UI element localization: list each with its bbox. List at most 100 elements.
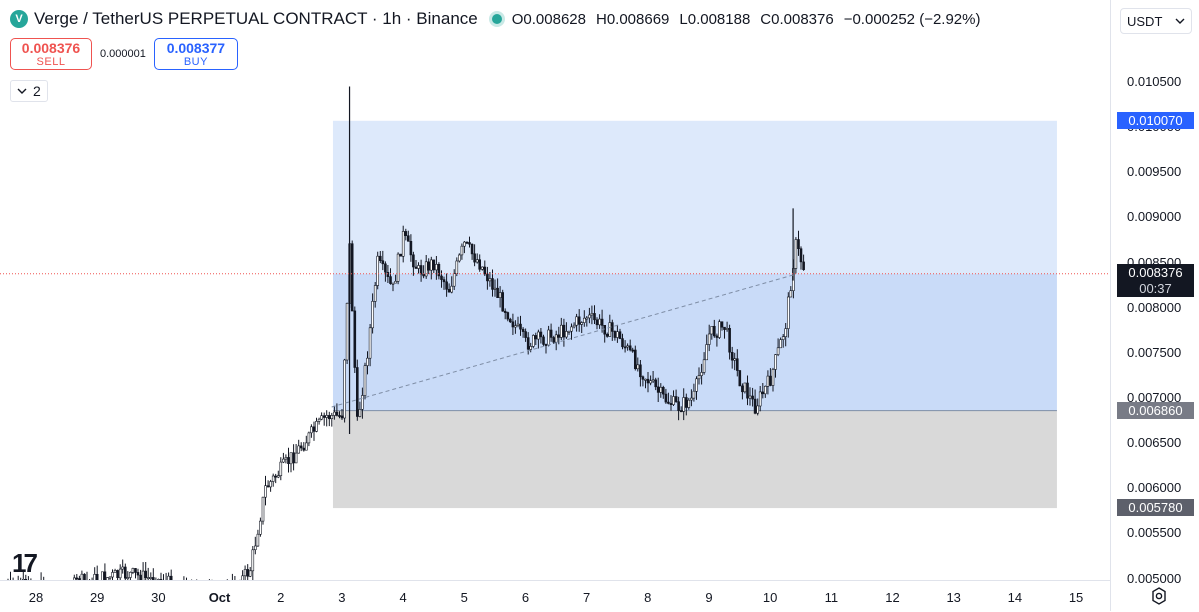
candle-body xyxy=(95,573,99,580)
time-tick-label: 13 xyxy=(946,590,961,605)
candle-body xyxy=(730,351,734,361)
candle-body xyxy=(327,415,331,420)
price-tick-label: 0.005500 xyxy=(1127,525,1182,541)
candle-body xyxy=(475,259,479,263)
candle-body xyxy=(457,254,461,262)
candle-body xyxy=(646,378,650,384)
candle-body xyxy=(146,577,150,580)
candle-body xyxy=(167,575,170,580)
candle-body xyxy=(799,248,803,263)
high-value: H0.008669 xyxy=(595,10,670,28)
candle-body xyxy=(562,324,566,338)
candle-body xyxy=(802,261,805,270)
candle-body xyxy=(542,336,545,345)
candle-body xyxy=(672,396,675,405)
candle-body xyxy=(534,335,538,340)
candle-body xyxy=(241,575,244,580)
currency-select[interactable]: USDT xyxy=(1120,8,1192,34)
candle-body xyxy=(152,577,155,580)
candle-body xyxy=(384,263,387,273)
candle-body xyxy=(169,575,173,580)
candle-body xyxy=(409,241,413,256)
candle-body xyxy=(103,571,107,580)
candle-body xyxy=(697,375,701,380)
candle-body xyxy=(695,378,698,392)
price-axis[interactable]: 0.0105000.0100000.0095000.0090000.008500… xyxy=(1110,0,1199,611)
candle-body xyxy=(297,445,301,454)
open-value: O0.008628 xyxy=(511,10,586,28)
candle-body xyxy=(631,349,635,352)
candle-body xyxy=(649,380,652,384)
sell-label: SELL xyxy=(36,56,66,68)
candle-body xyxy=(435,263,438,271)
candle-body xyxy=(763,385,767,395)
candle-body xyxy=(440,275,443,280)
candle-body xyxy=(669,403,673,405)
candle-body xyxy=(769,375,772,386)
candle-body xyxy=(552,337,556,343)
candle-body xyxy=(412,254,415,268)
symbol-title[interactable]: Verge / TetherUS PERPETUAL CONTRACT · 1h… xyxy=(34,9,478,28)
candle-body xyxy=(80,573,84,580)
time-tick-label: 29 xyxy=(89,590,105,605)
candle-body xyxy=(641,376,645,380)
candle-body xyxy=(389,276,392,284)
candle-body xyxy=(401,231,405,257)
candle-body xyxy=(480,266,484,270)
candle-body xyxy=(664,393,668,403)
candle-body xyxy=(338,415,341,417)
candle-body xyxy=(781,336,785,340)
candle-body xyxy=(450,285,454,293)
candle-body xyxy=(406,235,410,242)
candle-body xyxy=(585,317,589,320)
candle-body xyxy=(330,415,334,419)
candle-body xyxy=(473,253,476,263)
candle-body xyxy=(524,331,527,338)
candle-body xyxy=(124,566,127,579)
candle-body xyxy=(399,253,403,257)
candle-body xyxy=(320,415,323,420)
candle-body xyxy=(743,382,747,393)
candle-body xyxy=(605,333,609,337)
candle-body xyxy=(284,457,288,460)
candlestick-chart[interactable] xyxy=(0,0,1110,580)
candle-body xyxy=(355,367,359,417)
candle-body xyxy=(488,278,492,282)
candle-body xyxy=(679,410,683,413)
buy-label: BUY xyxy=(183,56,208,68)
time-tick-label: Oct xyxy=(208,590,231,605)
candle-body xyxy=(644,378,647,381)
candle-body xyxy=(310,426,313,434)
buy-button[interactable]: 0.008377 BUY xyxy=(153,38,238,70)
sell-button[interactable]: 0.008376 SELL xyxy=(10,38,92,70)
time-tick-label: 11 xyxy=(824,590,839,605)
candle-body xyxy=(707,333,711,345)
candle-body xyxy=(279,461,283,477)
candle-body xyxy=(75,577,79,580)
time-tick-label: 8 xyxy=(644,590,652,605)
tradingview-logo[interactable]: 17 xyxy=(12,548,38,578)
candle-body xyxy=(248,570,252,577)
candle-body xyxy=(299,445,303,449)
candle-body xyxy=(705,344,709,361)
candle-body xyxy=(470,243,474,255)
indicators-toggle-button[interactable]: 2 xyxy=(10,80,48,102)
candle-body xyxy=(667,401,670,404)
candle-body xyxy=(24,578,28,580)
candle-body xyxy=(287,457,290,464)
candle-body xyxy=(149,577,153,579)
chart-area[interactable] xyxy=(0,0,1110,580)
time-axis[interactable]: 28 29 30 Oct 2 3 4 5 6 7 8 9 10 11 12 13 14 15 xyxy=(0,580,1110,612)
candle-body xyxy=(723,326,726,330)
candle-body xyxy=(292,452,295,464)
candle-body xyxy=(526,337,530,350)
candle-body xyxy=(486,273,489,282)
candle-body xyxy=(771,369,775,386)
candle-body xyxy=(333,411,336,416)
candle-body xyxy=(511,321,515,328)
candle-body xyxy=(340,415,344,419)
candle-body xyxy=(531,335,535,347)
candle-body xyxy=(588,314,591,319)
candle-body xyxy=(593,313,596,321)
settings-gear-icon[interactable] xyxy=(1150,587,1168,605)
